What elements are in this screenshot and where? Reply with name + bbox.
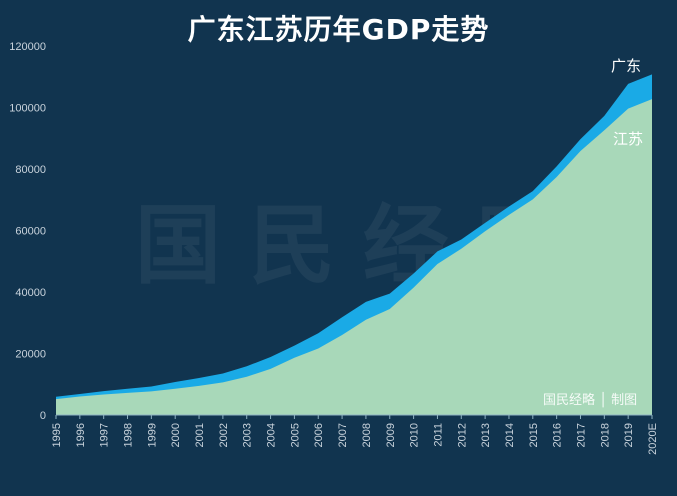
x-tick-label: 2010	[409, 423, 421, 447]
x-tick-label: 2017	[575, 423, 587, 447]
x-tick-label: 2014	[504, 423, 516, 447]
x-tick-label: 2015	[528, 423, 540, 447]
area-jiangsu	[56, 99, 652, 416]
x-tick-label: 2007	[337, 423, 349, 447]
x-tick-label: 1995	[51, 423, 63, 447]
x-tick-label: 1997	[99, 423, 111, 447]
y-tick-label: 120000	[9, 41, 46, 53]
x-tick-label: 2019	[623, 423, 635, 447]
x-tick-label: 1999	[146, 423, 158, 447]
x-tick-label: 2011	[432, 423, 444, 447]
x-tick-label: 1998	[123, 423, 135, 447]
y-tick-label: 20000	[15, 349, 46, 361]
x-tick-label: 2018	[599, 423, 611, 447]
x-tick-label: 2002	[218, 423, 230, 447]
x-tick-label: 2004	[266, 423, 278, 447]
x-tick-label: 2013	[480, 423, 492, 447]
x-tick-label: 2020E	[647, 423, 659, 455]
credit-text: 国民经略 │ 制图	[543, 393, 638, 408]
series-label-jiangsu: 江苏	[613, 130, 643, 148]
chart-title: 广东江苏历年GDP走势	[187, 13, 490, 46]
x-tick-label: 2000	[170, 423, 182, 447]
y-tick-label: 80000	[15, 164, 46, 176]
y-tick-label: 40000	[15, 287, 46, 299]
y-tick-label: 0	[40, 410, 46, 422]
x-tick-label: 2003	[242, 423, 254, 447]
series-label-guangdong: 广东	[611, 57, 641, 75]
x-tick-label: 2008	[361, 423, 373, 447]
x-tick-label: 2001	[194, 423, 206, 447]
x-tick-label: 2005	[289, 423, 301, 447]
x-tick-label: 2006	[313, 423, 325, 447]
x-tick-label: 2016	[552, 423, 564, 447]
x-tick-label: 2012	[456, 423, 468, 447]
x-tick-label: 2009	[385, 423, 397, 447]
y-tick-label: 60000	[15, 226, 46, 238]
y-tick-label: 100000	[9, 103, 46, 115]
x-tick-label: 1996	[75, 423, 87, 447]
